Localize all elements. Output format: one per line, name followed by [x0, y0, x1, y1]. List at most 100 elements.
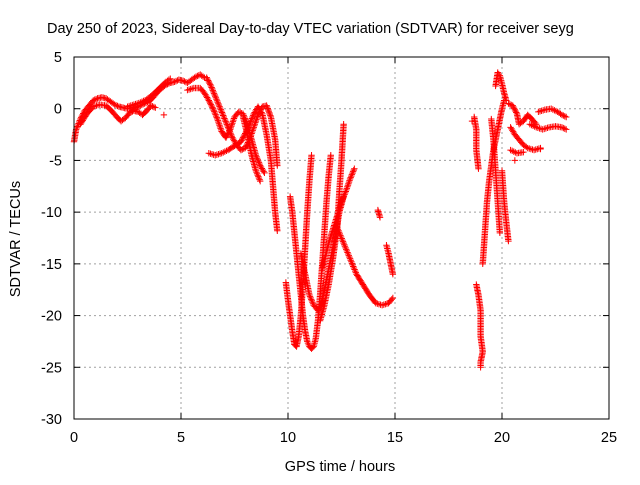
data-point	[341, 241, 348, 248]
data-point	[508, 147, 516, 155]
data-point	[227, 131, 235, 138]
data-point	[212, 93, 219, 100]
data-point	[536, 125, 543, 132]
chart-title: Day 250 of 2023, Sidereal Day-to-day VTE…	[47, 21, 574, 37]
data-point	[254, 172, 261, 179]
data-point	[189, 85, 196, 92]
data-point	[207, 101, 215, 108]
data-point	[172, 77, 180, 85]
data-point	[253, 170, 261, 177]
data-point	[160, 111, 168, 119]
data-point	[249, 127, 256, 134]
data-point	[532, 146, 539, 153]
data-point	[510, 103, 517, 111]
data-point	[254, 113, 261, 120]
data-point	[93, 102, 100, 109]
y-tick-label: -30	[41, 412, 62, 428]
data-point	[530, 146, 538, 154]
y-tick-label: -5	[49, 153, 62, 169]
data-point	[512, 107, 519, 115]
data-point	[309, 299, 316, 306]
data-point	[523, 143, 530, 151]
data-point	[230, 115, 238, 122]
data-point	[216, 103, 223, 110]
data-point	[535, 145, 543, 152]
data-point	[92, 95, 100, 103]
data-point	[347, 174, 354, 181]
data-point	[308, 152, 315, 159]
data-point	[127, 102, 134, 109]
data-point	[308, 297, 316, 304]
data-point	[533, 124, 540, 131]
data-point	[382, 300, 389, 308]
data-point	[317, 301, 324, 308]
data-point	[495, 70, 502, 78]
data-point	[226, 127, 233, 134]
data-point	[346, 175, 354, 183]
data-point	[338, 235, 345, 242]
data-point	[140, 97, 147, 105]
data-point	[213, 114, 220, 121]
data-point	[73, 124, 80, 132]
data-point	[256, 176, 263, 183]
data-point	[549, 106, 557, 113]
data-point	[208, 102, 215, 110]
data-point	[468, 117, 476, 125]
y-tick-label: 0	[54, 102, 62, 118]
y-tick-label: -15	[41, 257, 62, 273]
data-point	[265, 108, 272, 115]
data-point	[199, 73, 207, 80]
data-point	[561, 125, 568, 132]
data-point	[317, 299, 325, 307]
x-tick-label: 0	[70, 430, 78, 446]
data-point	[247, 131, 255, 139]
data-point	[253, 116, 260, 123]
data-point	[339, 195, 346, 203]
data-point	[352, 269, 360, 276]
data-point	[210, 90, 218, 97]
data-point	[346, 255, 354, 262]
data-point	[171, 78, 178, 86]
data-point	[215, 101, 223, 109]
data-point	[210, 88, 217, 96]
data-point	[252, 117, 260, 125]
data-point	[223, 119, 230, 127]
data-point	[527, 145, 535, 153]
data-point	[537, 145, 544, 153]
data-point	[505, 100, 512, 107]
y-tick-label: -10	[41, 205, 62, 221]
data-point	[541, 125, 548, 133]
data-point	[255, 173, 262, 180]
data-point	[237, 138, 245, 146]
data-point	[91, 96, 98, 103]
data-point	[192, 73, 200, 80]
data-point	[506, 101, 514, 108]
data-point	[247, 118, 254, 125]
data-point	[216, 122, 223, 129]
data-point	[215, 100, 222, 107]
data-point	[526, 121, 534, 128]
data-point	[349, 261, 356, 269]
data-point	[308, 296, 315, 303]
x-tick-label: 10	[280, 430, 296, 446]
data-point	[263, 102, 270, 109]
data-point	[137, 99, 144, 106]
data-point	[539, 107, 547, 114]
data-point	[125, 102, 133, 110]
data-point	[224, 122, 231, 130]
data-point	[388, 296, 395, 303]
data-point	[560, 112, 567, 119]
data-point	[314, 307, 322, 314]
data-point	[219, 112, 227, 119]
data-point	[558, 111, 566, 119]
data-point	[548, 105, 555, 112]
data-point	[167, 75, 174, 82]
data-point	[350, 264, 358, 272]
data-point	[91, 102, 99, 110]
data-point	[376, 214, 384, 221]
data-point	[255, 174, 263, 182]
data-point	[267, 112, 274, 119]
data-point	[238, 137, 245, 144]
